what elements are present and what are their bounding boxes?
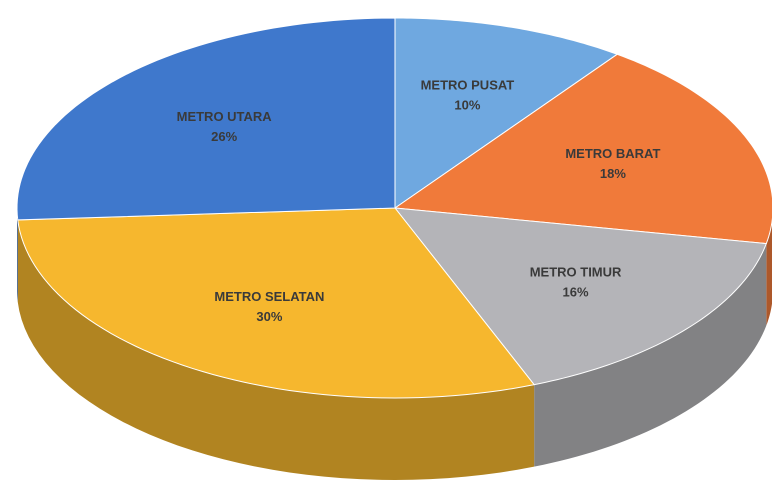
slice-value-label: 10% — [454, 97, 480, 112]
slice — [16, 17, 396, 221]
slice — [393, 207, 768, 386]
slice-side — [766, 221, 772, 326]
slice-side — [534, 243, 767, 467]
slice-label: METRO TIMUR — [530, 265, 622, 280]
slice-label: METRO UTARA — [177, 109, 273, 124]
slice — [393, 53, 772, 245]
slice-side — [17, 219, 535, 480]
slice-side — [17, 208, 18, 302]
slice-value-label: 26% — [211, 129, 237, 144]
slice-value-label: 16% — [563, 285, 589, 300]
slice-value-label: 18% — [600, 166, 626, 181]
slice-label: METRO BARAT — [565, 146, 660, 161]
slice — [17, 207, 536, 399]
slice-label: METRO PUSAT — [421, 77, 515, 92]
slice-label: METRO SELATAN — [214, 289, 324, 304]
slice — [394, 17, 619, 209]
slice-value-label: 30% — [256, 309, 282, 324]
